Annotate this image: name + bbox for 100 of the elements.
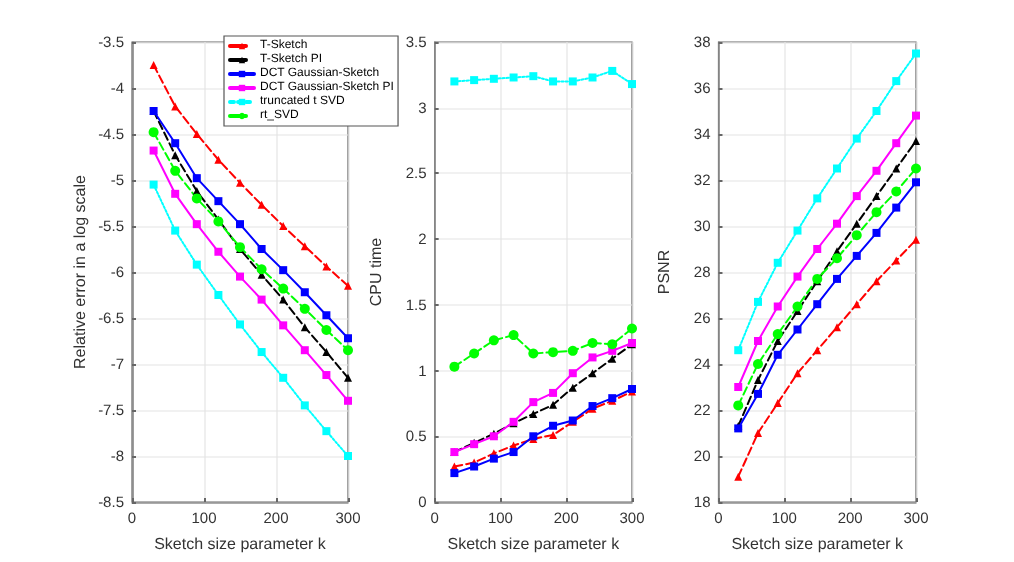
point (813, 245, 822, 253)
point (832, 274, 841, 283)
point (872, 277, 881, 286)
point (753, 359, 763, 369)
point (568, 383, 577, 392)
point (191, 193, 202, 204)
point (793, 226, 802, 235)
point (171, 226, 180, 235)
point (912, 235, 920, 244)
point (912, 111, 920, 120)
point (508, 330, 519, 341)
point (192, 174, 201, 183)
point (567, 345, 578, 356)
point (734, 383, 743, 391)
point (813, 300, 822, 309)
point (344, 373, 352, 382)
point (872, 192, 881, 201)
point (278, 283, 289, 294)
point (872, 228, 881, 237)
point (852, 192, 861, 201)
point (588, 73, 597, 82)
point (753, 389, 762, 398)
point (588, 353, 597, 362)
point (549, 388, 558, 397)
point (171, 189, 180, 198)
point (733, 400, 744, 411)
point (813, 194, 822, 203)
y-axis-title: Relative error in a log scale (71, 173, 89, 369)
point (852, 251, 861, 260)
point (149, 180, 158, 189)
point (753, 376, 762, 385)
point (257, 245, 266, 253)
point (450, 469, 459, 478)
point (343, 345, 353, 356)
point (279, 321, 288, 330)
point (257, 348, 266, 357)
point (344, 396, 352, 405)
point (608, 66, 617, 75)
point (279, 373, 288, 382)
point (871, 207, 882, 218)
point (912, 136, 920, 145)
point (912, 178, 920, 187)
point (449, 361, 460, 372)
point (489, 454, 498, 463)
point (171, 139, 180, 148)
point (608, 354, 617, 363)
point (753, 337, 762, 345)
point (628, 80, 636, 89)
point (214, 291, 223, 299)
point (322, 427, 331, 436)
point (568, 77, 577, 86)
point (214, 155, 223, 164)
point (549, 430, 558, 439)
point (911, 163, 921, 174)
point (344, 281, 352, 290)
point (149, 61, 158, 69)
y-axis-title: PSNR (655, 249, 673, 295)
point (489, 74, 498, 83)
point (214, 197, 223, 206)
point (321, 324, 332, 335)
point (549, 421, 558, 430)
point (256, 264, 267, 275)
point (772, 329, 783, 340)
point (509, 448, 518, 457)
point (912, 49, 920, 58)
x-axis-title: Sketch size parameter k (154, 534, 328, 553)
point (753, 429, 762, 437)
point (192, 220, 201, 229)
point (322, 371, 331, 380)
point (279, 295, 288, 304)
point (236, 220, 244, 229)
point (792, 301, 803, 312)
point (148, 127, 159, 138)
point (587, 337, 598, 348)
point (588, 369, 597, 378)
point (548, 347, 559, 358)
point (852, 134, 861, 143)
point (872, 166, 881, 175)
point (279, 266, 288, 275)
point (528, 348, 539, 359)
point (509, 73, 518, 82)
point (236, 320, 244, 329)
point (344, 334, 352, 343)
point (734, 346, 743, 355)
point (470, 76, 479, 85)
point (529, 398, 538, 407)
point (236, 272, 244, 281)
point (149, 146, 158, 155)
point (753, 297, 762, 306)
x-axis-title: Sketch size parameter k (447, 534, 622, 553)
point (192, 130, 201, 138)
x-axis-title: Sketch size parameter k (731, 534, 906, 553)
point (627, 323, 637, 334)
y-axis-title: CPU time (367, 236, 385, 307)
point (549, 400, 558, 409)
point (607, 339, 618, 350)
point (852, 219, 861, 228)
point (851, 230, 862, 241)
point (892, 164, 901, 173)
point (529, 72, 538, 81)
